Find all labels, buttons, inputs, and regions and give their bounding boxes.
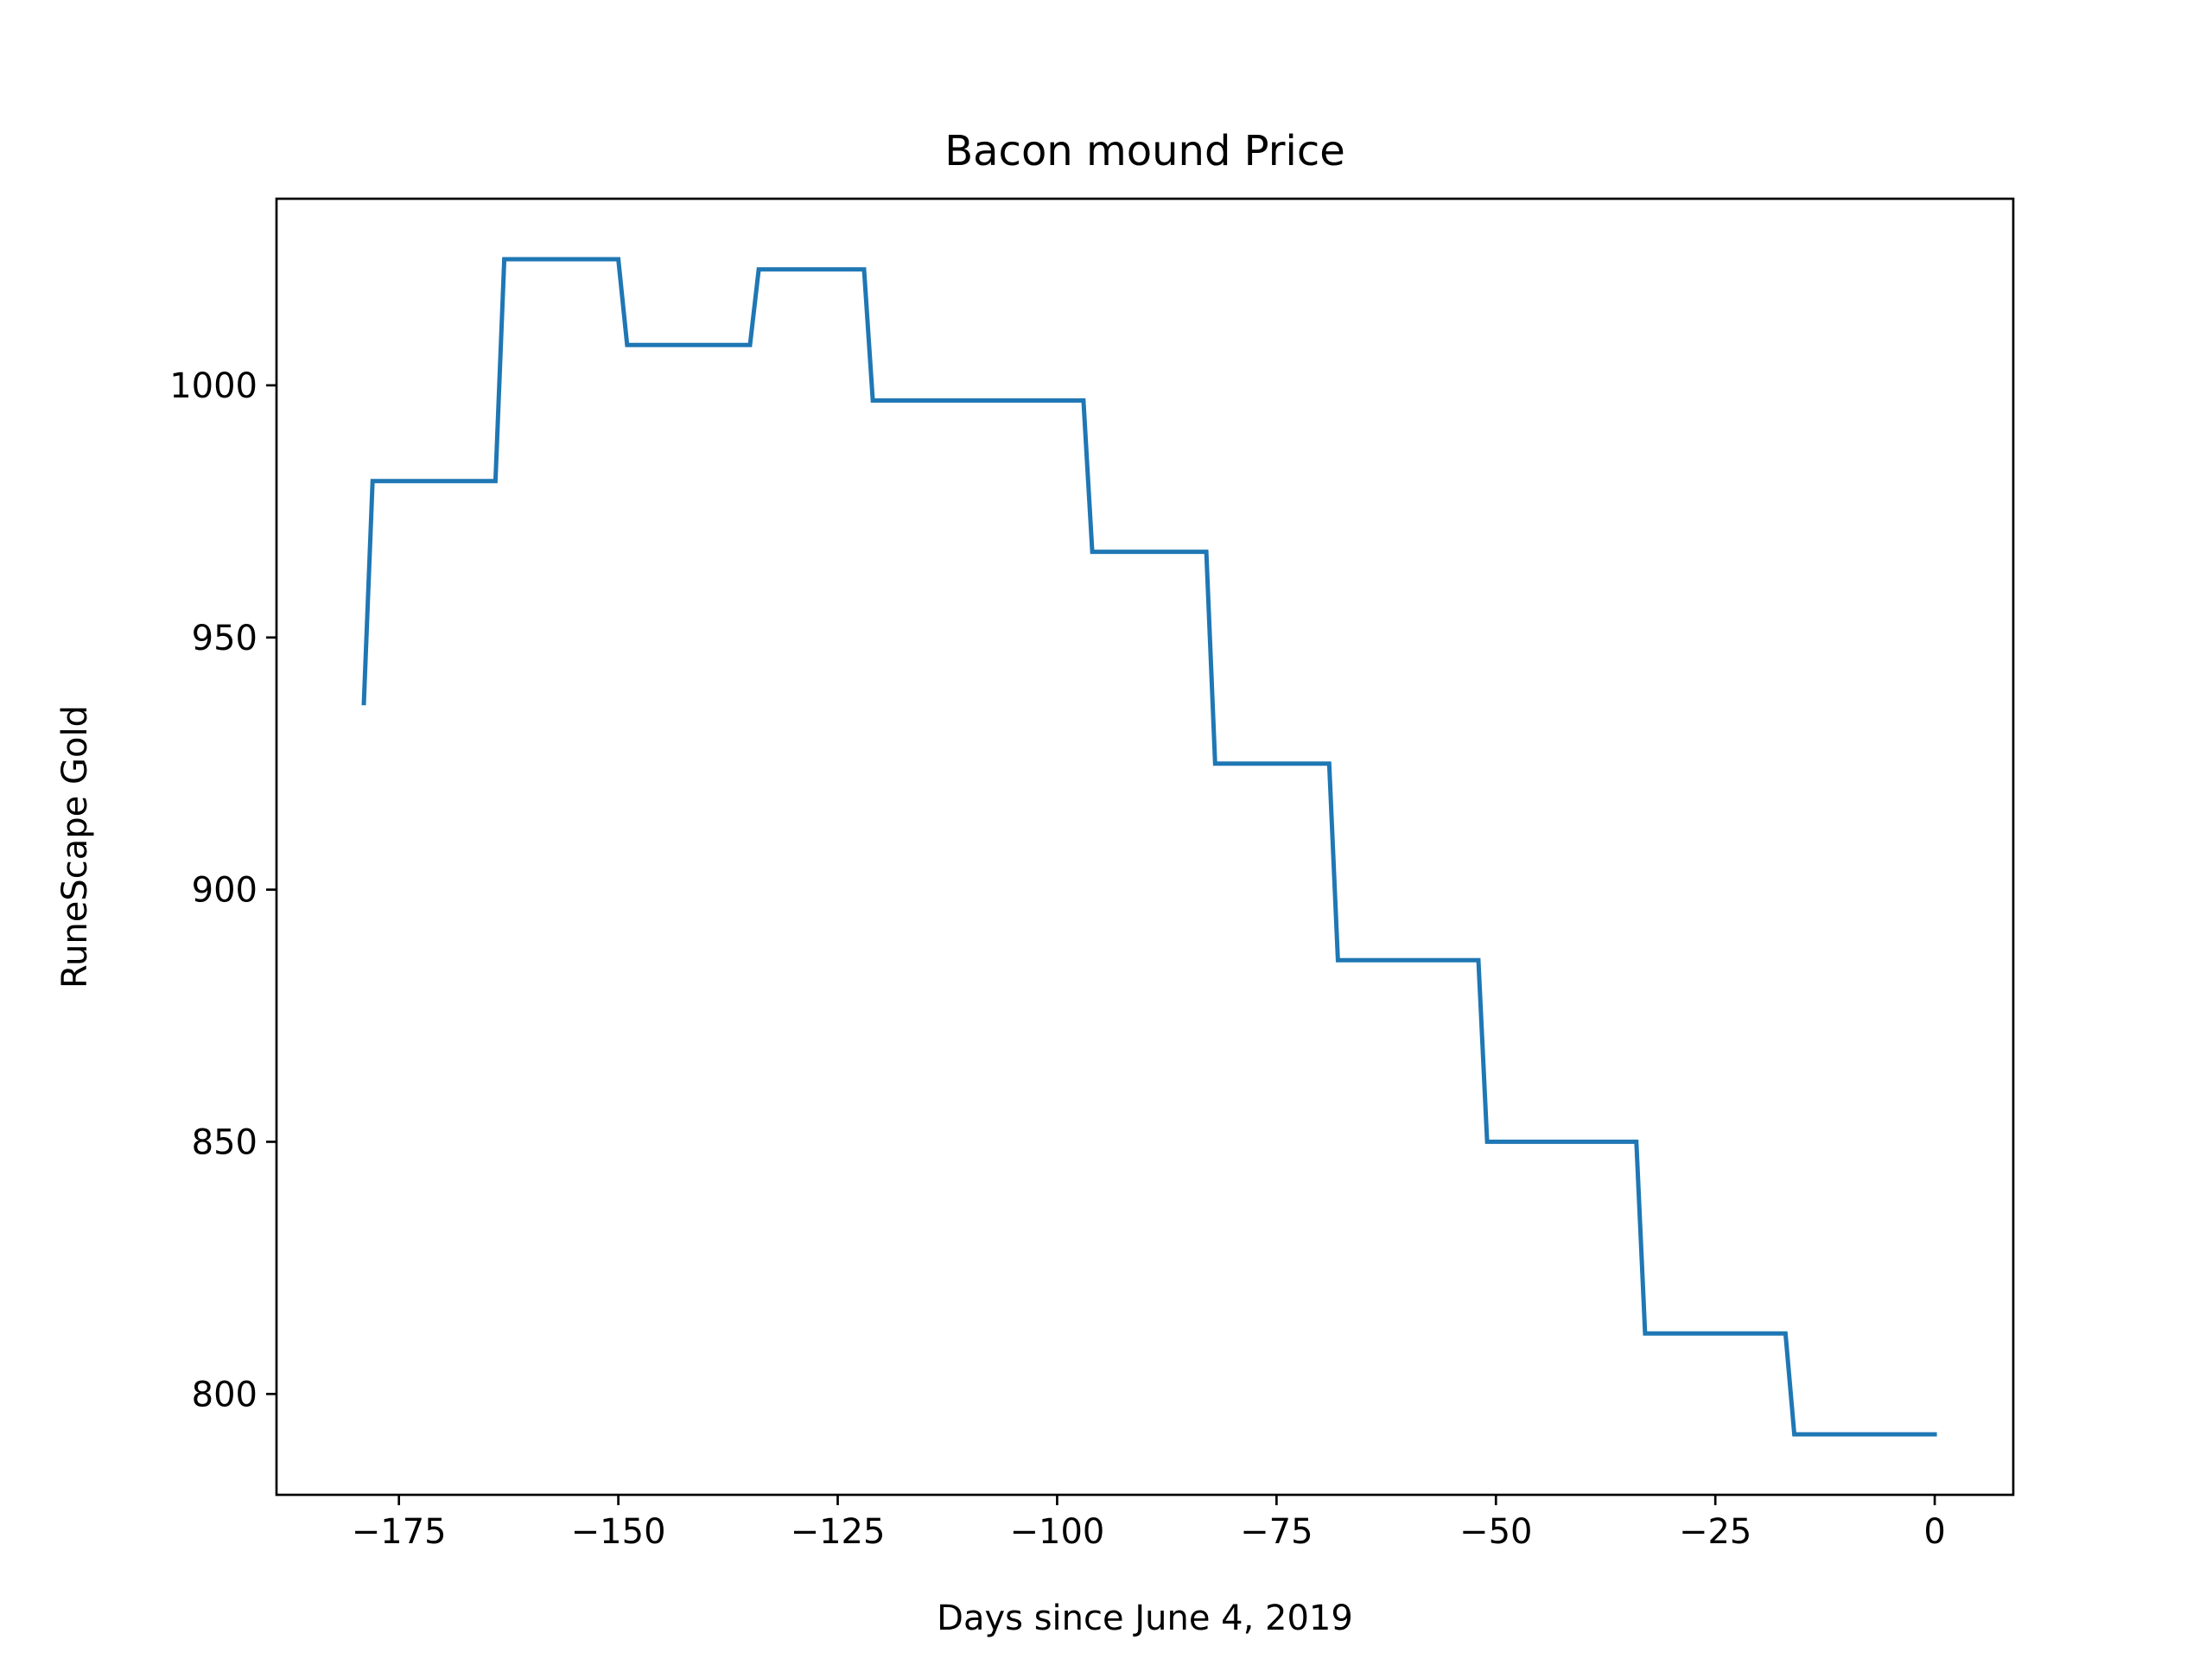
x-axis-label: Days since June 4, 2019 <box>937 1599 1353 1638</box>
series-line-0 <box>361 257 1937 1437</box>
x-tick-label: −175 <box>352 1512 447 1552</box>
y-tick-label: 950 <box>192 619 257 658</box>
y-tick-label: 900 <box>192 871 257 911</box>
plot-frame <box>275 197 2015 1497</box>
y-tick-label: 1000 <box>169 366 257 406</box>
y-axis-label: RuneScape Gold <box>55 705 95 988</box>
y-tick-label: 850 <box>192 1122 257 1162</box>
chart-title: Bacon mound Price <box>944 127 1345 175</box>
x-tick-label: −75 <box>1240 1512 1313 1552</box>
y-tick-label: 800 <box>192 1375 257 1414</box>
x-axis: −175 −150 −125 −100 −75 −50 −25 0 <box>352 1495 1946 1552</box>
y-axis: 800 850 900 950 1000 <box>169 366 276 1414</box>
x-tick-label: −150 <box>571 1512 666 1552</box>
x-tick-label: 0 <box>1923 1512 1945 1552</box>
x-tick-label: −100 <box>1009 1512 1104 1552</box>
series-layer <box>361 257 1937 1437</box>
x-tick-label: −125 <box>791 1512 886 1552</box>
x-tick-label: −50 <box>1459 1512 1532 1552</box>
x-tick-label: −25 <box>1679 1512 1751 1552</box>
